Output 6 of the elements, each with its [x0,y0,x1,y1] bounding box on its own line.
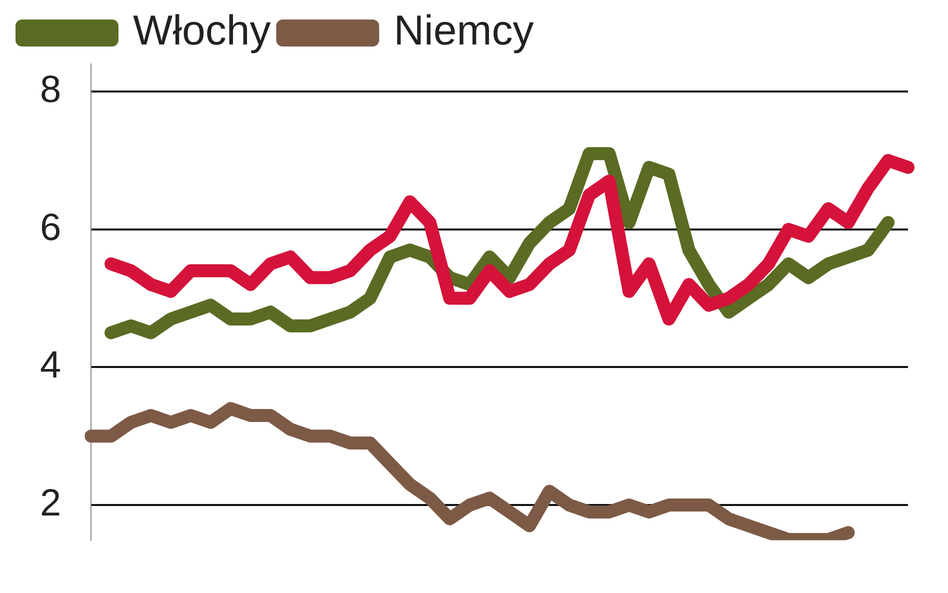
legend-label: Niemcy [394,6,534,54]
legend-label: Włochy [133,6,271,54]
y-tick-label: 4 [40,344,62,387]
y-tick-label: 8 [40,69,62,112]
y-tick-label: 6 [40,206,62,249]
y-tick-label: 2 [40,482,62,525]
